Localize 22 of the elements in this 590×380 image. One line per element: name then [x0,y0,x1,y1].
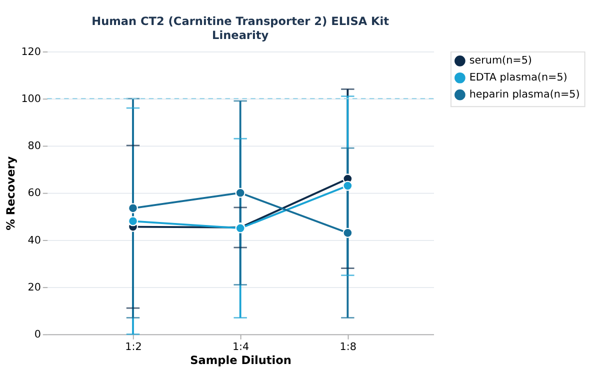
point [128,216,138,226]
y-tick-label: 40 [28,234,41,246]
chart-title: Human CT2 (Carnitine Transporter 2) ELISA Kit [92,15,390,28]
x-tick-label: 1:2 [125,340,142,353]
y-tick-label: 100 [21,92,41,105]
y-tick-label: 80 [28,140,41,152]
y-axis-title: % Recovery [4,156,18,230]
x-axis-title: Sample Dilution [190,354,292,367]
point [235,188,246,198]
point [342,180,353,191]
point [342,228,353,238]
y-tick-label: 60 [28,187,41,200]
y-tick-label: 120 [21,46,41,58]
y-tick-label: 20 [28,281,41,294]
point [128,203,138,214]
chart-subtitle: Linearity [212,29,270,42]
x-tick-label: 1:4 [232,340,250,353]
legend-label: EDTA plasma(n=5) [469,72,568,84]
legend-label: serum(n=5) [469,54,532,67]
x-tick-label: 1:8 [340,340,356,353]
y-tick-label: 0 [34,328,41,341]
legend-label: heparin plasma(n=5) [469,88,580,101]
